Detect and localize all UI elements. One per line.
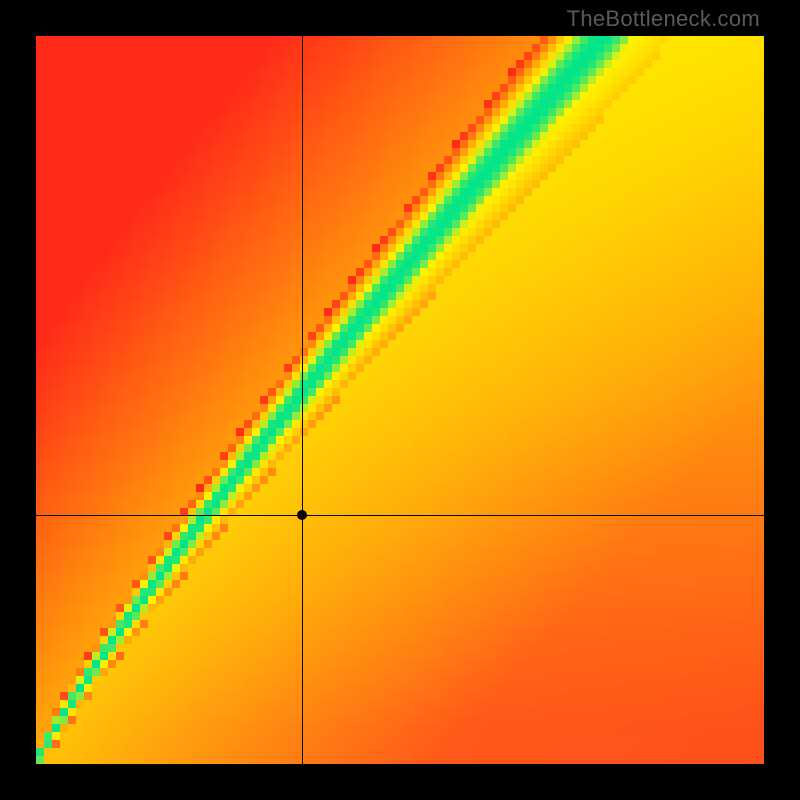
crosshair-vertical bbox=[302, 36, 303, 764]
plot-area bbox=[36, 36, 764, 764]
heatmap-canvas bbox=[36, 36, 764, 764]
watermark: TheBottleneck.com bbox=[567, 6, 760, 32]
crosshair-horizontal bbox=[36, 515, 764, 516]
marker-dot bbox=[297, 510, 307, 520]
